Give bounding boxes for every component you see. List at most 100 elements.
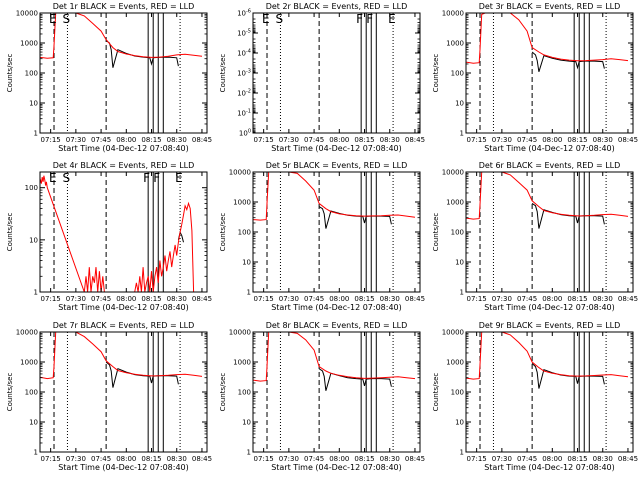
y-tick-label: 10	[455, 100, 464, 108]
x-tick-label: 07:45	[91, 295, 111, 303]
y-tick-label: 10	[29, 236, 38, 244]
y-tick-label: 100	[25, 70, 38, 78]
x-tick-label: 08:15	[141, 136, 161, 144]
y-tick-label: 1000	[233, 359, 251, 367]
y-tick-label: 10000	[442, 10, 464, 18]
x-tick-label: 07:45	[517, 136, 537, 144]
y-tick-label: 10	[29, 419, 38, 427]
x-tick-label: 08:30	[593, 136, 613, 144]
series-line-lld	[466, 172, 629, 220]
y-tick-label: 10	[29, 100, 38, 108]
x-tick-label: 07:30	[66, 295, 86, 303]
x-tick-label: 07:15	[41, 136, 61, 144]
x-tick-label: 07:30	[279, 295, 299, 303]
y-tick-label: 10-4	[237, 49, 251, 58]
event-marker-label: E	[262, 12, 270, 26]
event-marker-label: E	[49, 12, 57, 26]
series-line-lld	[466, 13, 629, 64]
plot-area	[466, 13, 629, 133]
panel-title: Det 7r BLACK = Events, RED = LLD	[53, 321, 195, 330]
x-tick-label: 08:30	[167, 455, 187, 463]
y-tick-label: 10000	[442, 329, 464, 337]
x-tick-label: 07:45	[304, 455, 324, 463]
panel-title: Det 4r BLACK = Events, RED = LLD	[53, 161, 195, 170]
series-line-events	[318, 206, 392, 229]
x-axis-label: Start Time (04-Dec-12 07:08:40)	[271, 303, 402, 312]
detector-panel-7: Det 7r BLACK = Events, RED = LLD 07:15 07:…	[6, 321, 212, 472]
x-tick-label: 08:00	[116, 295, 136, 303]
plot-frame	[39, 331, 208, 453]
plot-area	[40, 13, 203, 133]
series-line-events	[105, 40, 179, 68]
y-tick-label: 100	[25, 389, 38, 397]
x-tick-label: 07:15	[41, 455, 61, 463]
series-line-lld	[40, 332, 203, 380]
x-tick-label: 07:15	[41, 295, 61, 303]
y-tick-label: 10000	[442, 169, 464, 177]
plot-area	[266, 13, 394, 133]
x-tick-label: 08:45	[618, 455, 638, 463]
detector-panel-9: Det 9r BLACK = Events, RED = LLD 07:15 07:…	[432, 321, 638, 472]
plot-frame	[252, 171, 421, 293]
series-line-lld	[40, 13, 203, 59]
y-tick-label: 1000	[20, 40, 38, 48]
x-tick-label: 07:45	[91, 455, 111, 463]
x-tick-label: 08:00	[329, 455, 349, 463]
y-tick-label: 10000	[16, 10, 38, 18]
series-line-events	[531, 51, 605, 72]
panel-title: Det 3r BLACK = Events, RED = LLD	[479, 2, 621, 11]
y-tick-label: 1	[247, 449, 251, 457]
y-tick-label: 1	[247, 289, 251, 297]
y-tick-label: 10000	[16, 329, 38, 337]
y-tick-label: 100	[238, 229, 251, 237]
plot-area	[40, 172, 195, 292]
y-tick-label: 100	[451, 389, 464, 397]
x-tick-label: 08:00	[329, 136, 349, 144]
x-axis-label: Start Time (04-Dec-12 07:08:40)	[484, 303, 615, 312]
y-tick-label: 10	[242, 259, 251, 267]
x-tick-label: 07:30	[66, 136, 86, 144]
x-tick-label: 08:15	[354, 295, 374, 303]
y-tick-label: 100	[238, 389, 251, 397]
x-tick-label: 08:45	[192, 455, 212, 463]
y-tick-label: 1	[34, 130, 38, 138]
x-tick-label: 08:15	[567, 455, 587, 463]
panel-title: Det 1r BLACK = Events, RED = LLD	[53, 2, 195, 11]
x-tick-label: 08:30	[593, 455, 613, 463]
x-tick-label: 07:15	[254, 295, 274, 303]
y-tick-label: 1	[460, 449, 464, 457]
y-tick-label: 100	[451, 229, 464, 237]
x-tick-label: 07:30	[492, 455, 512, 463]
series-line-lld	[253, 172, 416, 221]
x-tick-label: 08:00	[116, 136, 136, 144]
x-tick-label: 08:30	[380, 295, 400, 303]
y-tick-label: 100	[25, 184, 38, 192]
y-tick-label: 1000	[446, 40, 464, 48]
panel-title: Det 5r BLACK = Events, RED = LLD	[266, 161, 408, 170]
detector-panel-5: Det 5r BLACK = Events, RED = LLD 07:15 07:…	[219, 161, 425, 312]
y-axis-label: Counts/sec	[6, 213, 14, 252]
x-tick-label: 08:00	[116, 455, 136, 463]
y-tick-label: 1000	[233, 199, 251, 207]
x-tick-label: 07:45	[91, 136, 111, 144]
x-tick-label: 08:30	[380, 455, 400, 463]
x-tick-label: 07:15	[254, 136, 274, 144]
x-tick-label: 08:45	[405, 295, 425, 303]
event-marker-label: S	[275, 12, 283, 26]
y-tick-label: 100	[451, 70, 464, 78]
x-tick-label: 08:00	[542, 136, 562, 144]
panel-title: Det 6r BLACK = Events, RED = LLD	[479, 161, 621, 170]
x-tick-label: 08:30	[167, 295, 187, 303]
event-marker-label: F	[356, 12, 363, 26]
series-line-events	[318, 368, 392, 391]
x-tick-label: 07:15	[254, 455, 274, 463]
detector-panel-6: Det 6r BLACK = Events, RED = LLD 07:15 07:…	[432, 161, 638, 312]
y-axis-label: Counts/sec	[219, 373, 227, 412]
plot-frame	[465, 12, 634, 134]
series-line-lld	[40, 175, 195, 292]
event-marker-label: E	[175, 171, 183, 185]
x-tick-label: 07:45	[304, 295, 324, 303]
y-tick-label: 1	[460, 289, 464, 297]
x-axis-label: Start Time (04-Dec-12 07:08:40)	[58, 303, 189, 312]
x-tick-label: 08:30	[380, 136, 400, 144]
